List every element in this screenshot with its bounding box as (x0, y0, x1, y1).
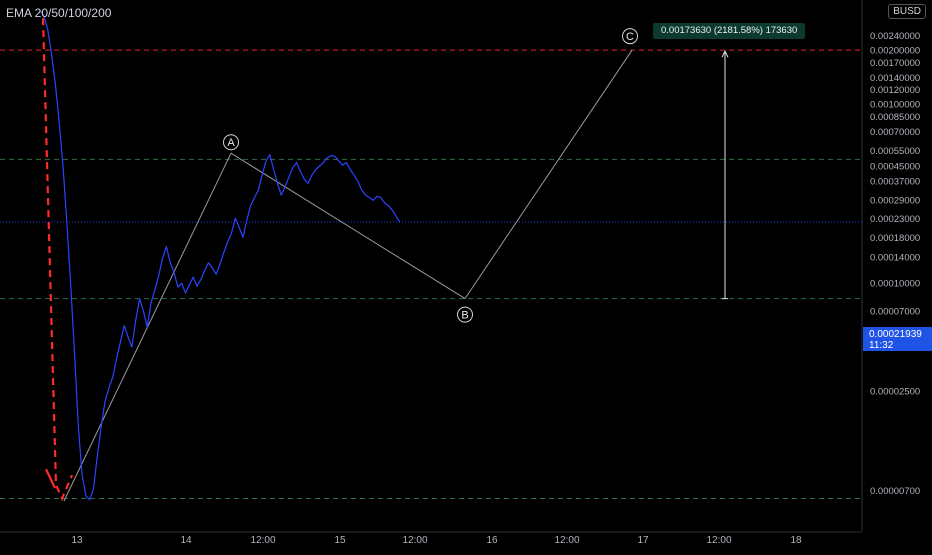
indicator-label[interactable]: EMA 20/50/100/200 (6, 6, 112, 20)
point-b-marker (457, 306, 473, 323)
price-tick-label: 0.00023000 (870, 214, 920, 225)
red-projection-line (41, 18, 74, 502)
time-tick-label: 16 (486, 535, 498, 546)
time-tick-label: 12:00 (250, 535, 275, 546)
price-tick-label: 0.00070000 (870, 127, 920, 138)
price-tick-label: 0.00140000 (870, 73, 920, 84)
price-tick-label: 0.00045000 (870, 161, 920, 172)
time-tick-label: 12:00 (554, 535, 579, 546)
time-tick-label: 18 (790, 535, 802, 546)
price-tick-label: 0.00200000 (870, 45, 920, 56)
price-tick-label: 0.00029000 (870, 196, 920, 207)
time-tick-label: 15 (334, 535, 346, 546)
time-axis[interactable]: 13 14 12:00 15 12:00 16 12:00 17 12:00 18 (71, 535, 802, 546)
point-c-label: C (626, 31, 634, 43)
price-tick-label: 0.00100000 (870, 99, 920, 110)
price-range-label: 0.00173630 (2181.58%) 173630 (653, 23, 806, 39)
price-tick-label: 0.00085000 (870, 112, 920, 123)
point-a-label: A (227, 137, 235, 149)
time-tick-label: 12:00 (402, 535, 427, 546)
time-tick-label: 17 (637, 535, 649, 546)
price-tick-label: 0.00037000 (870, 177, 920, 188)
price-tick-label: 0.00055000 (870, 146, 920, 157)
price-tick-label: 0.00010000 (870, 279, 920, 290)
price-tick-label: 0.00014000 (870, 252, 920, 263)
measure-arrow-head (721, 50, 729, 58)
price-tick-label: 0.00240000 (870, 31, 920, 42)
price-tick-label: 0.00170000 (870, 58, 920, 69)
time-tick-label: 14 (180, 535, 192, 546)
red-projection-tick (45, 468, 56, 489)
price-tick-label: 0.00120000 (870, 85, 920, 96)
price-series (39, 10, 401, 502)
current-price-badge: 0.00021939 11:32 (863, 327, 932, 351)
price-tick-label: 0.00007000 (870, 306, 920, 317)
price-tick-label: 0.00000700 (870, 486, 920, 497)
current-price-value: 0.00021939 (869, 329, 922, 340)
point-a-marker (223, 134, 239, 151)
point-c-marker (622, 28, 638, 45)
time-tick-label: 13 (71, 535, 83, 546)
bar-countdown: 11:32 (869, 340, 894, 351)
point-b-label: B (461, 310, 468, 322)
price-line (39, 10, 401, 501)
currency-badge[interactable]: BUSD (888, 4, 926, 19)
time-tick-label: 12:00 (706, 535, 731, 546)
price-tick-label: 0.00002500 (870, 387, 920, 398)
price-tick-label: 0.00018000 (870, 233, 920, 244)
